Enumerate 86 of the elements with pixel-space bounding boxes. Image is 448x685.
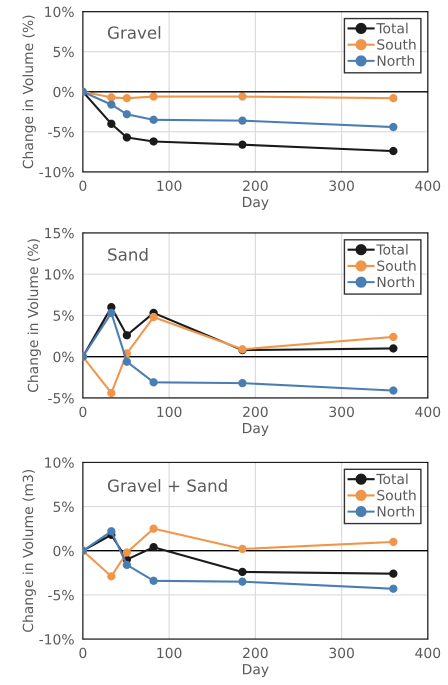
x-tick-label: 200 (243, 648, 268, 658)
legend-label: South (377, 490, 416, 500)
x-tick-label: 300 (329, 180, 354, 192)
x-tick-label: 300 (329, 406, 354, 418)
y-tick-label: 10% (45, 6, 74, 18)
point (238, 378, 247, 388)
x-tick-label: 0 (79, 406, 86, 418)
point (107, 308, 116, 318)
text: Gravel + Sand (108, 479, 227, 492)
x-axis-title: Day (243, 664, 269, 678)
point (389, 386, 398, 395)
point (122, 560, 132, 570)
point (107, 388, 116, 398)
point (389, 332, 398, 342)
x-tick-label: 400 (415, 406, 440, 418)
point (389, 146, 398, 156)
point (149, 576, 158, 585)
y-tick-label: -10% (39, 634, 74, 645)
point (389, 584, 398, 593)
point (149, 92, 158, 101)
y-axis-title: Change in Volume (%) (22, 16, 36, 168)
point (149, 543, 158, 552)
x-tick-label: 400 (415, 180, 440, 192)
point (122, 133, 132, 142)
point (238, 568, 247, 576)
x-tick-label: 0 (79, 648, 86, 658)
x-tick-label: 100 (157, 648, 182, 658)
x-axis-title: Day (243, 422, 269, 436)
text: Sand (108, 248, 148, 261)
point (122, 110, 132, 118)
legend-label: North (378, 276, 414, 288)
point (107, 100, 116, 109)
legend-label: South (377, 38, 416, 50)
x-tick-label: 200 (243, 406, 268, 418)
y-tick-label: 15% (45, 228, 74, 238)
point (107, 120, 116, 128)
x-axis-title: Day (243, 196, 269, 210)
point (122, 94, 132, 102)
x-tick-label: 100 (157, 406, 182, 418)
point (149, 116, 158, 124)
point (389, 538, 398, 546)
point (389, 344, 398, 353)
point (389, 570, 398, 578)
y-tick-label: 0% (53, 86, 74, 98)
point (107, 527, 116, 536)
y-tick-label: 0% (53, 352, 74, 362)
legend-label: South (377, 260, 416, 271)
y-axis-title: Change in Volume (m3) (22, 470, 36, 632)
y-tick-label: 0% (53, 546, 74, 556)
x-tick-label: 400 (415, 648, 440, 658)
legend-label: Total (376, 244, 408, 255)
point (122, 331, 132, 340)
y-tick-label: -5% (48, 392, 74, 404)
y-tick-label: 5% (54, 310, 74, 321)
x-tick-label: 100 (157, 180, 182, 192)
point (149, 524, 158, 533)
point (149, 137, 158, 146)
text: Gravel (108, 26, 160, 39)
legend-label: North (378, 55, 414, 66)
point (149, 312, 158, 322)
y-tick-label: 5% (54, 502, 74, 512)
point (122, 548, 132, 557)
y-tick-label: 10% (45, 269, 74, 280)
point (149, 378, 158, 386)
y-tick-label: -5% (48, 590, 74, 600)
y-tick-label: -10% (39, 166, 74, 178)
point (389, 94, 398, 102)
point (238, 578, 247, 586)
x-tick-label: 200 (243, 180, 268, 192)
x-tick-label: 300 (329, 648, 354, 658)
x-tick-label: 0 (79, 180, 86, 192)
point (122, 358, 132, 366)
legend-label: North (378, 506, 414, 517)
y-axis-title: Change in Volume (%) (27, 239, 41, 392)
point (238, 116, 247, 125)
y-tick-label: 5% (54, 46, 74, 58)
point (238, 140, 247, 149)
point (389, 122, 398, 132)
y-tick-label: 10% (45, 457, 74, 468)
legend-label: Total (376, 22, 408, 34)
point (238, 92, 247, 101)
point (107, 572, 116, 581)
point (107, 93, 116, 102)
legend-label: Total (376, 473, 408, 484)
point (238, 544, 247, 554)
y-tick-label: -5% (48, 126, 74, 138)
